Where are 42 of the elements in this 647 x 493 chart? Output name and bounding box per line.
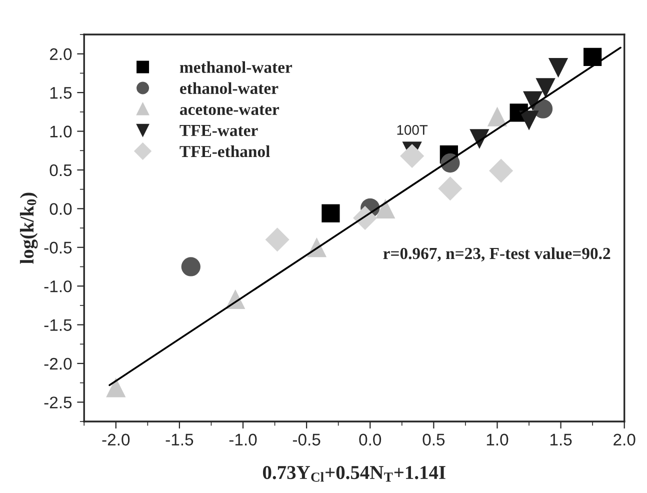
point bbox=[584, 48, 602, 66]
x-tick-label: 0.5 bbox=[422, 434, 445, 446]
x-tick-label: 1.0 bbox=[486, 434, 508, 446]
y-tick-label: 1.0 bbox=[50, 126, 72, 138]
annotation: r=0.967, n=23, F-test value=90.2 bbox=[383, 247, 610, 262]
point bbox=[265, 228, 290, 252]
y-tick-label: -1.0 bbox=[44, 280, 72, 292]
legend-label: acetone-water bbox=[180, 106, 280, 116]
point bbox=[489, 158, 514, 183]
legend-label: TFE-ethanol bbox=[180, 145, 270, 158]
x-tick-label: -1.0 bbox=[229, 434, 257, 446]
y-tick-label: -2.0 bbox=[44, 358, 72, 370]
x-tick-label: 0.0 bbox=[359, 434, 382, 446]
y-tick-label: -1.5 bbox=[44, 319, 72, 331]
y-tick-label: 2.0 bbox=[50, 48, 72, 60]
x-tick-label: -2.0 bbox=[102, 434, 130, 446]
legend-label: methanol-water bbox=[180, 61, 292, 73]
point bbox=[106, 378, 126, 398]
y-tick-label: 0.5 bbox=[50, 164, 72, 176]
point bbox=[536, 78, 556, 98]
point bbox=[487, 106, 508, 126]
y-tick-label: -2.5 bbox=[44, 396, 72, 408]
point bbox=[181, 257, 200, 276]
point bbox=[548, 58, 568, 78]
point bbox=[400, 144, 424, 168]
y-tick-label: -0.5 bbox=[44, 242, 72, 254]
point bbox=[376, 198, 396, 218]
y-tick-label: 0.0 bbox=[50, 203, 72, 215]
y-tick-label: 1.5 bbox=[50, 87, 72, 99]
x-tick-label: 2.0 bbox=[614, 434, 636, 446]
x-axis-title: 0.73Y$_{Cl}$+0.54N$_{T}$+1.14I bbox=[263, 466, 446, 482]
y-axis-title: log(k/k$_{0}$) bbox=[20, 192, 38, 264]
x-tick-label: 1.5 bbox=[550, 434, 572, 446]
legend-label: TFE-water bbox=[180, 125, 258, 136]
x-tick-label: -0.5 bbox=[292, 434, 320, 446]
x-tick-label: -1.5 bbox=[166, 434, 194, 446]
legend-label: ethanol-water bbox=[180, 82, 278, 94]
annotation: 100T bbox=[397, 125, 428, 135]
point bbox=[438, 176, 462, 201]
point bbox=[519, 110, 539, 130]
point bbox=[470, 129, 490, 149]
point bbox=[322, 204, 340, 222]
